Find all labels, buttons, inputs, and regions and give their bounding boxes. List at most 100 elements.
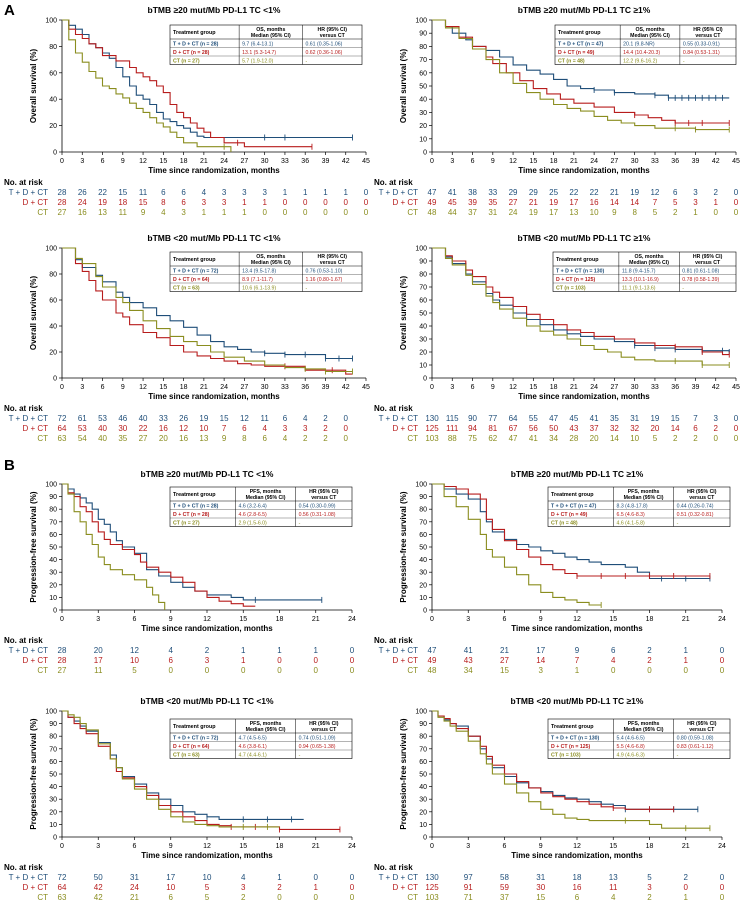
y-tick-label: 70 (419, 519, 427, 526)
y-tick-label: 50 (419, 545, 427, 552)
at-risk-count: 8 (242, 434, 247, 443)
y-tick-label: 90 (419, 31, 427, 38)
y-tick-label: 60 (419, 70, 427, 77)
y-axis-label: Overall survival (%) (399, 276, 408, 351)
x-tick-label: 3 (466, 843, 470, 850)
x-axis-label: Time since randomization, months (511, 624, 643, 633)
at-risk-count: 5 (653, 434, 658, 443)
x-tick-label: 27 (241, 158, 249, 165)
y-tick-label: 80 (419, 272, 427, 279)
table-cell-group: D + CT (n = 28) (173, 50, 210, 56)
at-risk-count: 40 (98, 434, 107, 443)
x-tick-label: 18 (550, 158, 558, 165)
y-tick-label: 80 (49, 734, 57, 741)
at-risk-count: 22 (98, 188, 107, 197)
at-risk-count: 6 (169, 893, 174, 902)
at-risk-count: 27 (58, 666, 67, 675)
y-tick-label: 60 (419, 532, 427, 539)
at-risk-row-label: T + D + CT (379, 873, 419, 882)
x-tick-label: 15 (239, 616, 247, 623)
table-header-group: Treatment group (558, 30, 601, 36)
x-tick-label: 12 (573, 843, 581, 850)
at-risk-count: 14 (536, 656, 545, 665)
x-tick-label: 33 (281, 384, 289, 391)
table-header-hr: versus CT (320, 33, 346, 39)
at-risk-count: 1 (222, 208, 227, 217)
at-risk-count: 9 (141, 208, 146, 217)
at-risk-count: 0 (314, 893, 319, 902)
table-header-median: Median (95% CI) (624, 495, 664, 501)
km-curve-dct (432, 247, 730, 356)
at-risk-count: 42 (94, 883, 103, 892)
table-cell-median: 12.2 (9.6-16.2) (623, 58, 657, 64)
table-border (169, 251, 363, 292)
at-risk-count: 0 (364, 208, 369, 217)
table-cell-hr: - (305, 285, 307, 291)
table-cell-median: 20.1 (9.8-NR) (623, 41, 655, 47)
table-border (547, 718, 731, 759)
x-tick-label: 0 (60, 843, 64, 850)
y-tick-label: 0 (53, 835, 57, 842)
x-tick-label: 36 (671, 158, 679, 165)
table-header-group: Treatment group (551, 492, 594, 498)
at-risk-count: 33 (488, 188, 497, 197)
x-tick-label: 30 (261, 158, 269, 165)
x-tick-label: 42 (342, 158, 350, 165)
km-chart-6: bTMB ≥20 mut/Mb PD-L1 TC ≥1%010203040506… (374, 469, 731, 675)
at-risk-count: 1 (323, 188, 328, 197)
table-cell-group: D + CT (n = 28) (173, 512, 210, 518)
y-tick-label: 40 (49, 557, 57, 564)
at-risk-count: 3 (693, 188, 698, 197)
at-risk-count: 48 (428, 208, 437, 217)
at-risk-count: 2 (323, 424, 328, 433)
at-risk-count: 8 (632, 208, 637, 217)
x-tick-label: 39 (322, 384, 330, 391)
y-tick-label: 60 (419, 759, 427, 766)
at-risk-count: 45 (448, 198, 457, 207)
x-axis-label: Time since randomization, months (511, 851, 643, 860)
table-header-median: Median (95% CI) (246, 727, 286, 733)
at-risk-count: 21 (610, 188, 619, 197)
y-axis-label: Progression-free survival (%) (399, 718, 408, 829)
at-risk-count: 0 (277, 656, 282, 665)
at-risk-count: 3 (262, 188, 267, 197)
km-curve-ct (62, 19, 232, 152)
y-tick-label: 0 (423, 835, 427, 842)
at-risk-count: 12 (130, 646, 139, 655)
at-risk-count: 15 (536, 893, 545, 902)
at-risk-row-label: D + CT (22, 656, 48, 665)
y-tick-label: 20 (419, 350, 427, 357)
y-tick-label: 40 (49, 97, 57, 104)
y-axis-label: Progression-free survival (%) (399, 491, 408, 602)
at-risk-count: 6 (283, 414, 288, 423)
at-risk-count: 6 (673, 188, 678, 197)
at-risk-count: 19 (630, 188, 639, 197)
at-risk-count: 1 (283, 188, 288, 197)
y-tick-label: 60 (419, 298, 427, 305)
x-tick-label: 0 (60, 616, 64, 623)
x-tick-label: 39 (692, 158, 700, 165)
x-tick-label: 0 (430, 384, 434, 391)
at-risk-count: 1 (242, 208, 247, 217)
at-risk-count: 0 (169, 666, 174, 675)
table-header-hr: HR (95% CI) (318, 254, 348, 260)
y-tick-label: 30 (49, 797, 57, 804)
table-cell-median: 4.6 (4.1-5.8) (617, 520, 646, 526)
table-cell-median: 4.7 (4.4-6.1) (239, 752, 268, 758)
at-risk-count: 6 (161, 188, 166, 197)
at-risk-count: 14 (671, 424, 680, 433)
y-tick-label: 70 (419, 746, 427, 753)
x-tick-label: 21 (200, 158, 208, 165)
at-risk-title: No. at risk (4, 404, 43, 413)
y-tick-label: 80 (49, 507, 57, 514)
at-risk-count: 28 (58, 188, 67, 197)
table-header-median: PFS, months (628, 721, 660, 727)
at-risk-count: 3 (539, 666, 544, 675)
at-risk-count: 97 (464, 873, 473, 882)
